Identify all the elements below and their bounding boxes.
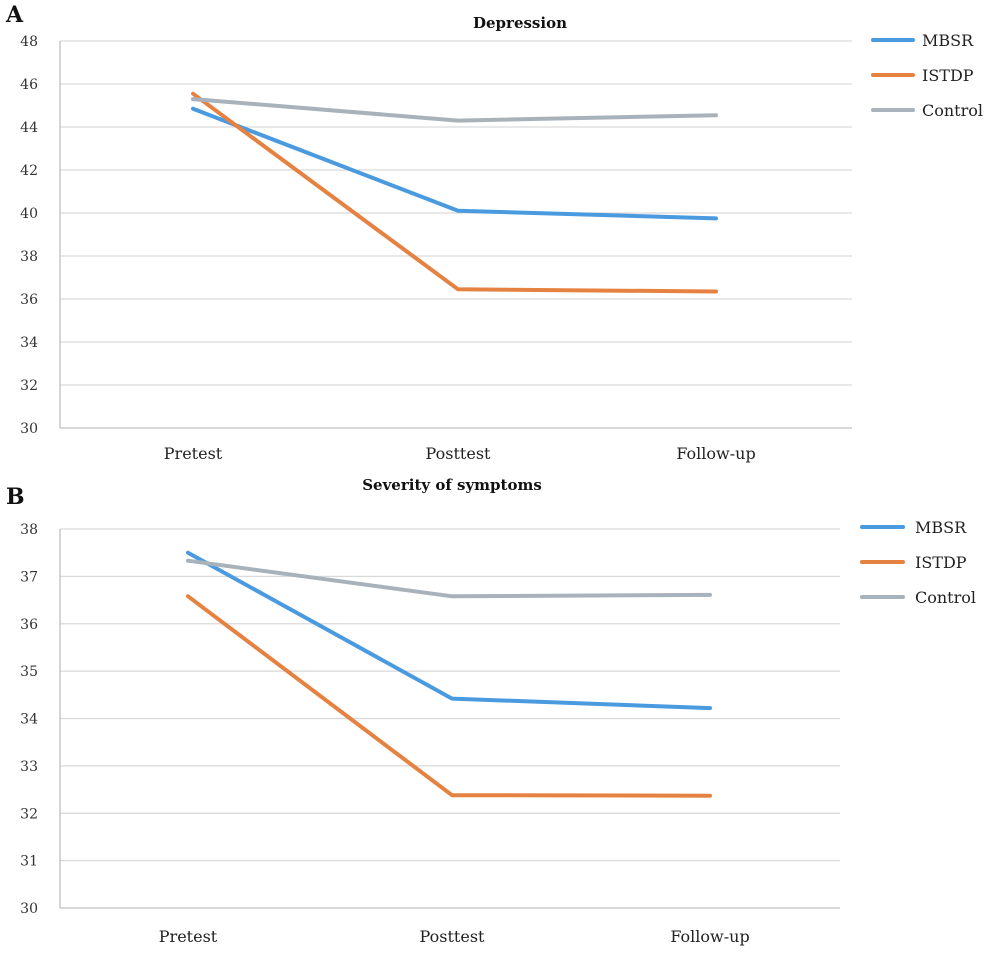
y-tick-label: 48: [20, 34, 38, 50]
y-tick-label: 42: [20, 163, 38, 179]
y-tick-label: 34: [20, 712, 38, 728]
chart-title-depression: Depression: [473, 14, 567, 32]
panel-b: B Severity of symptoms 30313233343536373…: [6, 476, 976, 946]
y-tick-label: 34: [20, 335, 38, 351]
x-category-label: Pretest: [164, 444, 223, 463]
x-category-label: Posttest: [426, 444, 492, 463]
y-tick-label: 35: [20, 664, 38, 680]
x-category-label: Pretest: [159, 927, 218, 946]
legend-label-mbsr: MBSR: [922, 31, 974, 50]
y-axis-ticks: 30 31 32 33 34 35 36 37 38: [20, 522, 38, 917]
legend-label-istdp: ISTDP: [915, 553, 967, 572]
series-line-istdp: [186, 594, 712, 798]
series-line-mbsr: [191, 106, 718, 221]
series-lines: [186, 550, 712, 798]
series-line-istdp: [191, 91, 718, 294]
series-line-mbsr: [186, 550, 712, 711]
x-axis-categories: Pretest Posttest Follow-up: [164, 444, 756, 463]
y-tick-label: 36: [20, 617, 38, 633]
legend-label-mbsr: MBSR: [915, 518, 967, 537]
grid-lines: [59, 40, 852, 429]
x-axis-categories: Pretest Posttest Follow-up: [159, 927, 750, 946]
legend-label-control: Control: [915, 588, 976, 607]
legend-label-istdp: ISTDP: [922, 66, 974, 85]
x-category-label: Follow-up: [670, 927, 749, 946]
y-tick-label: 31: [20, 854, 38, 870]
y-tick-label: 36: [20, 292, 38, 308]
y-tick-label: 44: [20, 120, 38, 136]
panel-a: A Depression 30 32 34 36 38 40 42 44 46 48 Pretes…: [5, 2, 983, 463]
legend: MBSR ISTDP Control: [860, 518, 976, 607]
y-tick-label: 40: [20, 206, 38, 222]
y-tick-label: 30: [20, 421, 38, 437]
panel-letter-a: A: [5, 2, 24, 28]
x-category-label: Follow-up: [676, 444, 755, 463]
y-tick-label: 30: [20, 901, 38, 917]
y-tick-label: 38: [20, 522, 38, 538]
series-line-control: [191, 97, 718, 123]
x-category-label: Posttest: [420, 927, 486, 946]
legend: MBSR ISTDP Control: [871, 31, 983, 120]
legend-label-control: Control: [922, 101, 983, 120]
y-tick-label: 37: [20, 569, 38, 585]
y-tick-label: 33: [20, 759, 38, 775]
grid-lines: [59, 528, 840, 909]
chart-title-severity: Severity of symptoms: [362, 476, 542, 494]
y-tick-label: 38: [20, 249, 38, 265]
y-axis-ticks: 30 32 34 36 38 40 42 44 46 48: [20, 34, 38, 437]
panel-letter-b: B: [6, 484, 25, 510]
series-lines: [191, 91, 718, 294]
series-line-control: [186, 558, 712, 599]
y-tick-label: 32: [20, 806, 38, 822]
y-tick-label: 32: [20, 378, 38, 394]
y-tick-label: 46: [20, 77, 38, 93]
